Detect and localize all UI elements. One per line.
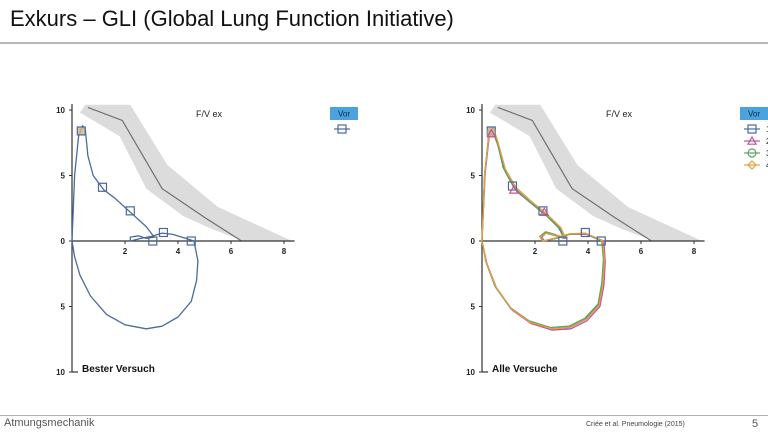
legend-marker-triangle bbox=[746, 135, 758, 145]
y-tick-label: 5 bbox=[471, 172, 476, 181]
peak-flow-highlight bbox=[487, 129, 496, 138]
series-2-marker bbox=[508, 184, 519, 194]
x-tick-label: 8 bbox=[282, 247, 287, 256]
y-tick-label: 5 bbox=[61, 303, 66, 312]
legend-marker-diamond bbox=[747, 160, 757, 170]
chart-svg-left: 10 5 0 5 10 2 4 6 8 F/V ex Vor Bester Versuch bbox=[56, 104, 358, 377]
y-tick-label: 0 bbox=[471, 237, 476, 246]
footer-citation: Criée et al. Pneumologie (2015) bbox=[586, 421, 685, 428]
series-2-marker bbox=[539, 206, 550, 216]
legend-marker-circle bbox=[747, 148, 757, 158]
footer-section-label: Atmungsmechanik bbox=[4, 417, 95, 429]
y-tick-label: 10 bbox=[56, 368, 65, 377]
series-2-marker bbox=[486, 128, 497, 138]
x-tick-label: 4 bbox=[176, 247, 181, 256]
legend-marker-square bbox=[337, 124, 347, 134]
series-1-marker bbox=[125, 206, 135, 216]
footer-divider bbox=[0, 415, 768, 416]
flow-volume-chart-best-attempt: 10 5 0 5 10 2 4 6 8 F/V ex Vor Bester Versuch bbox=[52, 95, 358, 385]
legend-header-label: Vor bbox=[748, 110, 760, 119]
chart-caption: Alle Versuche bbox=[492, 364, 558, 375]
chart-name-label: F/V ex bbox=[196, 109, 223, 119]
legend-item-label: 2 bbox=[766, 137, 768, 146]
legend-header-box bbox=[330, 107, 358, 120]
series-1-marker bbox=[97, 182, 108, 192]
series-1-marker bbox=[148, 236, 158, 246]
page-number: 5 bbox=[752, 418, 759, 430]
x-tick-label: 8 bbox=[692, 247, 697, 256]
chart-svg-right: 10 5 0 5 10 2 4 6 8 F/V ex Vor 1 2 3 4 Alle Versuche bbox=[466, 104, 768, 377]
y-tick-label: 5 bbox=[471, 303, 476, 312]
y-tick-label: 10 bbox=[466, 106, 475, 115]
chart-name-label: F/V ex bbox=[606, 109, 633, 119]
series-4-curve bbox=[481, 127, 606, 330]
legend-item-label: 4 bbox=[766, 161, 768, 170]
predicted-mean-line bbox=[87, 106, 242, 242]
series-1-marker bbox=[76, 126, 86, 136]
legend-header-label: Vor bbox=[338, 110, 350, 119]
series-1-curve bbox=[71, 125, 199, 330]
x-tick-label: 6 bbox=[229, 247, 234, 256]
series-1-marker bbox=[158, 227, 169, 238]
predicted-mean-line bbox=[497, 106, 652, 242]
y-tick-label: 0 bbox=[61, 237, 66, 246]
flow-volume-chart-all-attempts: 10 5 0 5 10 2 4 6 8 F/V ex Vor 1 2 3 4 Alle Versuche bbox=[462, 95, 768, 385]
series-1-marker bbox=[186, 236, 196, 246]
legend-marker-square bbox=[747, 124, 757, 134]
series-1-marker bbox=[558, 236, 568, 246]
series-1-marker bbox=[580, 227, 590, 238]
series-1-marker bbox=[596, 236, 606, 246]
slide-title: Exkurs – GLI (Global Lung Function Initi… bbox=[10, 6, 454, 31]
legend-item-label: 3 bbox=[766, 149, 768, 158]
legend-item-label: 1 bbox=[766, 125, 768, 134]
peak-flow-highlight bbox=[77, 126, 86, 135]
x-tick-label: 2 bbox=[533, 247, 538, 256]
y-tick-label: 5 bbox=[61, 172, 66, 181]
title-divider bbox=[0, 42, 768, 44]
x-tick-label: 2 bbox=[123, 247, 128, 256]
y-tick-label: 10 bbox=[56, 106, 65, 115]
y-tick-label: 10 bbox=[466, 368, 475, 377]
chart-caption: Bester Versuch bbox=[82, 364, 155, 375]
predicted-range-band bbox=[79, 104, 293, 241]
predicted-range-band bbox=[489, 104, 702, 241]
x-tick-label: 4 bbox=[586, 247, 591, 256]
legend-header-box bbox=[740, 107, 768, 120]
x-tick-label: 6 bbox=[639, 247, 644, 256]
series-1-marker bbox=[507, 181, 518, 191]
